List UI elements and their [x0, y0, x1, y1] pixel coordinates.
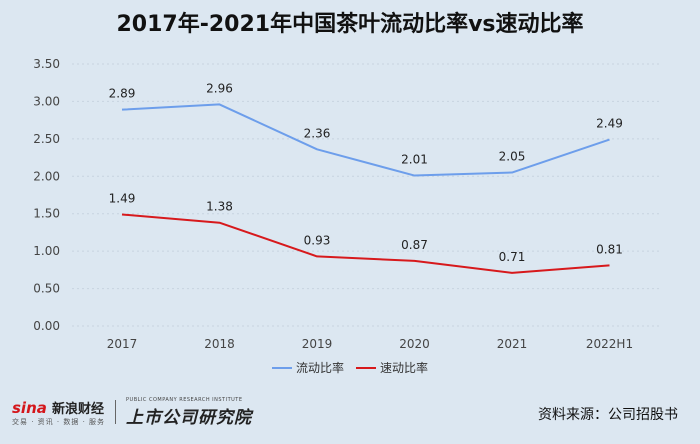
- sina-logo: sina 新浪财经 交易 · 资讯 · 数据 · 服务: [12, 398, 105, 427]
- research-institute-logo: PUBLIC COMPANY RESEARCH INSTITUTE 上市公司研究…: [126, 397, 252, 428]
- chart-title: 2017年-2021年中国茶叶流动比率vs速动比率: [116, 12, 584, 37]
- logo-divider: [115, 400, 117, 424]
- data-label: 0.81: [596, 242, 623, 256]
- x-tick-label: 2022H1: [586, 337, 633, 351]
- x-tick-label: 2019: [302, 337, 333, 351]
- data-label: 2.89: [109, 87, 136, 101]
- sina-subtitle: 交易 · 资讯 · 数据 · 服务: [12, 417, 106, 426]
- research-institute-name: 上市公司研究院: [126, 407, 253, 428]
- data-label: 0.71: [499, 250, 526, 264]
- y-tick-label: 1.50: [33, 207, 60, 221]
- x-tick-label: 2021: [497, 337, 528, 351]
- legend-label: 流动比率: [296, 360, 344, 375]
- x-tick-label: 2018: [204, 337, 235, 351]
- y-tick-label: 0.00: [33, 319, 60, 333]
- legend-label: 速动比率: [380, 360, 428, 375]
- y-tick-label: 2.00: [33, 169, 60, 183]
- data-label: 0.93: [304, 233, 331, 247]
- data-label: 2.96: [206, 81, 233, 95]
- research-institute-subtitle: PUBLIC COMPANY RESEARCH INSTITUTE: [126, 396, 243, 403]
- data-label: 2.01: [401, 153, 428, 167]
- data-label: 1.49: [109, 191, 136, 205]
- x-tick-label: 2017: [107, 337, 138, 351]
- x-tick-label: 2020: [399, 337, 430, 351]
- series-line: [121, 213, 610, 274]
- y-tick-label: 2.50: [33, 132, 60, 146]
- y-tick-label: 3.00: [33, 94, 60, 108]
- y-tick-label: 1.00: [33, 244, 60, 258]
- y-tick-label: 0.50: [33, 282, 60, 296]
- series-line: [121, 103, 610, 177]
- data-label: 2.36: [304, 126, 331, 140]
- source-note: 资料来源：公司招股书: [538, 407, 678, 423]
- y-tick-label: 3.50: [33, 57, 60, 71]
- data-label: 2.05: [499, 150, 526, 164]
- data-label: 1.38: [206, 200, 233, 214]
- footer-logo: sina 新浪财经 交易 · 资讯 · 数据 · 服务 PUBLIC COMPA…: [12, 396, 252, 428]
- sina-name: 新浪财经: [51, 401, 104, 417]
- data-label: 2.49: [596, 117, 623, 131]
- data-label: 0.87: [401, 238, 428, 252]
- sina-mark: sina: [12, 398, 47, 417]
